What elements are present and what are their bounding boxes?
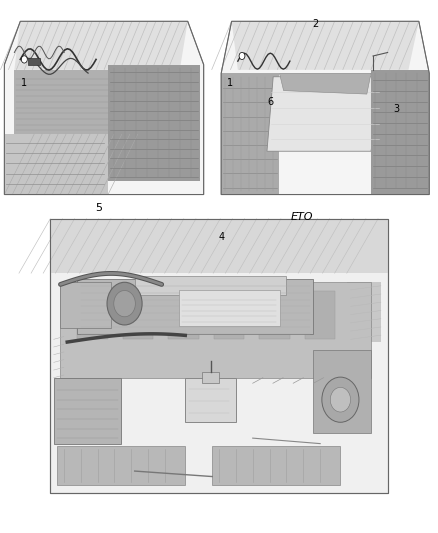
Text: 4: 4 [218,232,224,242]
Text: 1: 1 [227,78,233,87]
Bar [169,291,199,340]
Text: 2: 2 [312,19,318,29]
Polygon shape [232,21,419,70]
Polygon shape [4,21,204,195]
Polygon shape [221,21,429,195]
Bar [50,219,388,493]
Bar [179,290,280,326]
Bar [54,378,121,443]
Bar [347,281,381,342]
Circle shape [330,387,350,412]
Bar [135,276,286,295]
Polygon shape [279,73,371,94]
Bar [202,372,219,383]
Text: 3: 3 [393,104,399,114]
Bar [57,446,185,485]
Text: 6: 6 [268,98,274,107]
Bar [305,291,336,340]
Bar [314,350,371,433]
Bar [185,378,236,422]
Text: 1: 1 [21,78,27,87]
Bar [123,291,153,340]
Polygon shape [4,134,108,195]
Circle shape [322,377,359,422]
Bar [28,58,40,64]
Bar [78,279,314,334]
Polygon shape [221,73,279,195]
Text: 5: 5 [95,203,102,213]
Bar [214,291,244,340]
Circle shape [107,282,142,325]
Bar [60,281,371,378]
Bar [259,291,290,340]
Bar [60,281,111,328]
Bar [212,446,340,485]
Bar [50,219,388,273]
Bar [78,291,108,340]
Circle shape [114,290,135,317]
Bar [50,219,388,493]
Polygon shape [14,21,188,70]
Polygon shape [108,64,200,181]
Text: ETO: ETO [291,212,314,222]
Polygon shape [14,70,114,134]
Circle shape [239,52,245,60]
Polygon shape [267,77,384,151]
Circle shape [21,56,27,63]
Polygon shape [371,70,429,195]
